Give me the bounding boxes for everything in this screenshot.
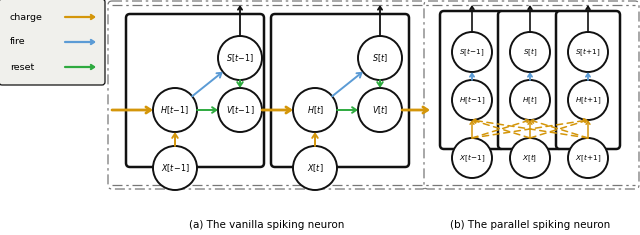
Circle shape xyxy=(153,146,197,190)
Circle shape xyxy=(510,80,550,120)
Text: $V[t\!-\!1]$: $V[t\!-\!1]$ xyxy=(226,104,254,116)
FancyBboxPatch shape xyxy=(440,11,504,149)
Text: $H[t]$: $H[t]$ xyxy=(307,104,323,116)
FancyBboxPatch shape xyxy=(126,14,264,167)
Text: (b) The parallel spiking neuron: (b) The parallel spiking neuron xyxy=(450,220,610,230)
Text: $H[t\!-\!1]$: $H[t\!-\!1]$ xyxy=(459,94,485,106)
FancyBboxPatch shape xyxy=(498,11,562,149)
FancyBboxPatch shape xyxy=(108,1,426,189)
FancyBboxPatch shape xyxy=(556,11,620,149)
Text: $H[t\!-\!1]$: $H[t\!-\!1]$ xyxy=(161,104,189,116)
Text: $V[t]$: $V[t]$ xyxy=(372,104,388,116)
Text: $S[t\!-\!1]$: $S[t\!-\!1]$ xyxy=(226,52,254,64)
Circle shape xyxy=(452,138,492,178)
Circle shape xyxy=(293,146,337,190)
Text: $S[t]$: $S[t]$ xyxy=(523,46,537,58)
FancyBboxPatch shape xyxy=(271,14,409,167)
FancyBboxPatch shape xyxy=(0,0,105,85)
Text: $H[t\!+\!1]$: $H[t\!+\!1]$ xyxy=(575,94,601,106)
Circle shape xyxy=(218,88,262,132)
Text: $X[t\!+\!1]$: $X[t\!+\!1]$ xyxy=(575,152,601,164)
Circle shape xyxy=(218,36,262,80)
Text: $S[t\!-\!1]$: $S[t\!-\!1]$ xyxy=(459,46,485,58)
Text: (a) The vanilla spiking neuron: (a) The vanilla spiking neuron xyxy=(189,220,345,230)
Text: reset: reset xyxy=(10,63,35,71)
Circle shape xyxy=(568,80,608,120)
Text: $X[t\!-\!1]$: $X[t\!-\!1]$ xyxy=(459,152,485,164)
Circle shape xyxy=(153,88,197,132)
Circle shape xyxy=(358,88,402,132)
Circle shape xyxy=(452,32,492,72)
Text: $X[t]$: $X[t]$ xyxy=(307,162,323,174)
Text: charge: charge xyxy=(10,12,43,21)
Text: $S[t]$: $S[t]$ xyxy=(372,52,388,64)
Circle shape xyxy=(510,138,550,178)
Text: $H[t]$: $H[t]$ xyxy=(522,94,538,106)
Text: $S[t\!+\!1]$: $S[t\!+\!1]$ xyxy=(575,46,601,58)
Circle shape xyxy=(358,36,402,80)
Text: $X[t]$: $X[t]$ xyxy=(522,152,538,164)
Text: $X[t\!-\!1]$: $X[t\!-\!1]$ xyxy=(161,162,189,174)
Circle shape xyxy=(293,88,337,132)
Circle shape xyxy=(452,80,492,120)
Circle shape xyxy=(568,138,608,178)
Circle shape xyxy=(568,32,608,72)
Text: fire: fire xyxy=(10,38,26,47)
FancyBboxPatch shape xyxy=(424,1,639,189)
Circle shape xyxy=(510,32,550,72)
